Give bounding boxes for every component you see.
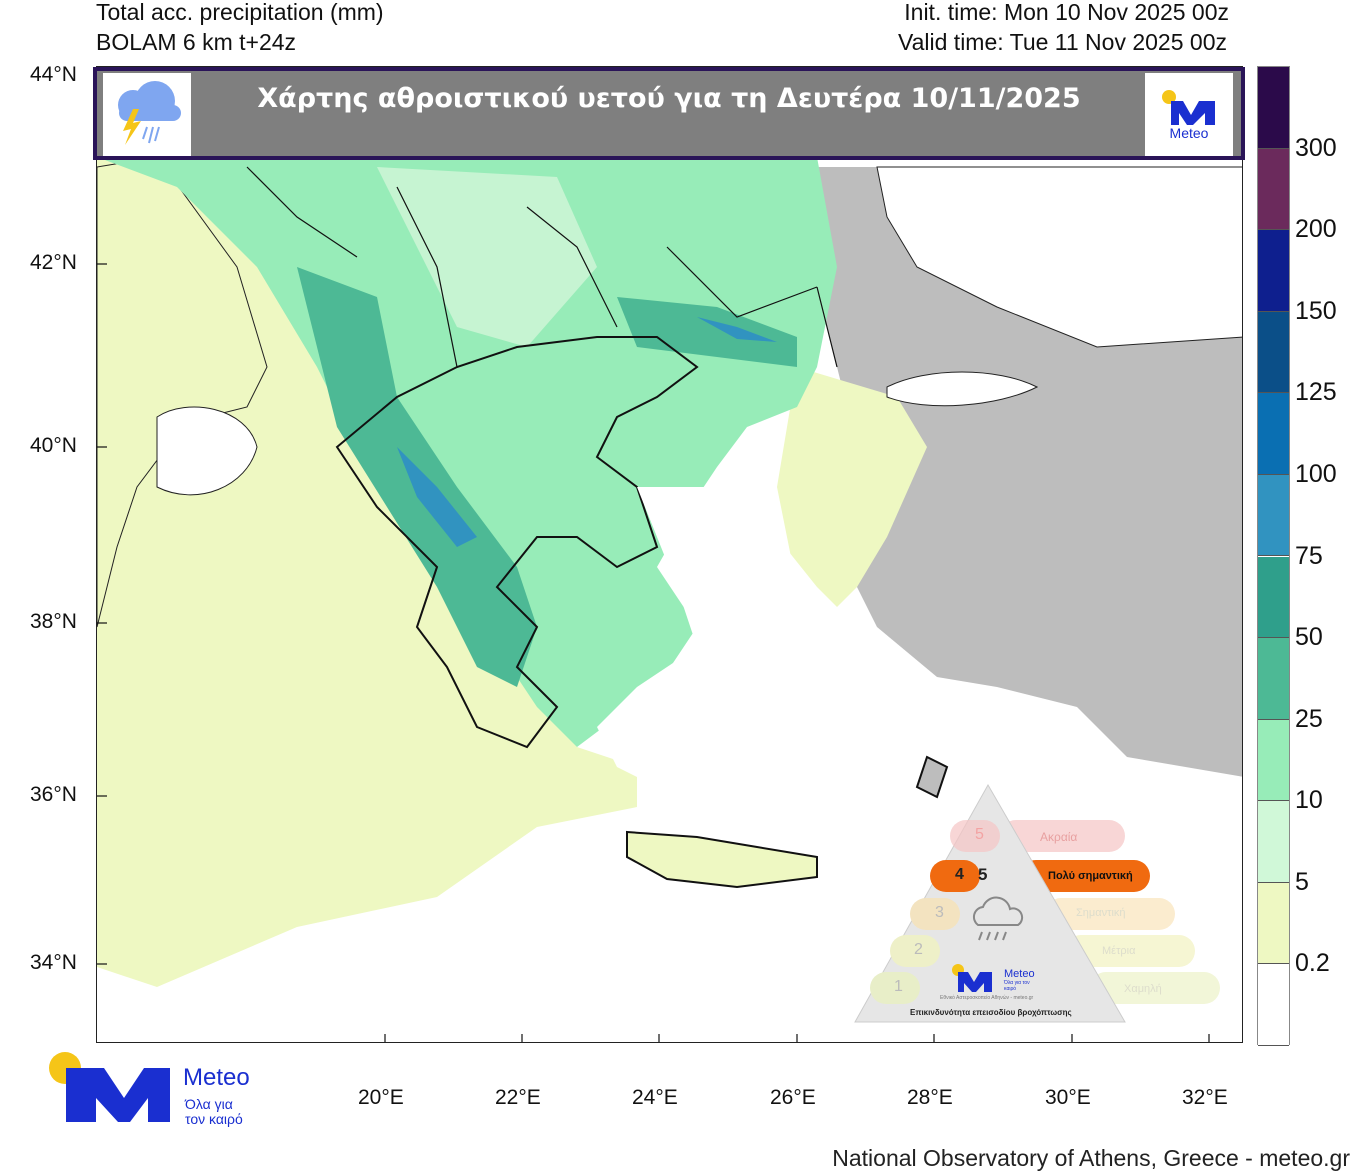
colorbar-bin: [1258, 556, 1289, 639]
level-num: 5: [975, 826, 984, 843]
pyramid-logo-slogan: Όλα για τον καιρό: [1004, 980, 1030, 992]
level-label: Χαμηλή: [1124, 983, 1162, 995]
colorbar-bin: [1258, 638, 1289, 720]
level-num-active: 4: [955, 866, 964, 883]
level-label: Σημαντική: [1076, 907, 1126, 919]
colorbar-label: 10: [1295, 786, 1323, 815]
colorbar-bin: [1258, 474, 1289, 557]
level-label: Μέτρια: [1102, 945, 1136, 957]
lon-tick: 26°E: [770, 1086, 816, 1109]
footer-logo-slogan-1: Όλα για: [185, 1096, 233, 1112]
lat-tick: 36°N: [30, 783, 77, 806]
meteo-footer-logo: Meteo Όλα για τον καιρό: [46, 1050, 276, 1130]
lon-tick: 28°E: [907, 1086, 953, 1109]
sea-marmara: [886, 371, 1039, 407]
colorbar-bin: [1258, 148, 1289, 231]
map-canvas: [97, 75, 1242, 1042]
colorbar-label: 300: [1295, 133, 1337, 162]
colorbar: [1257, 66, 1290, 1046]
rain-cloud-icon: [972, 896, 1024, 941]
model-title: BOLAM 6 km t+24z: [96, 29, 297, 55]
colorbar-label: 75: [1295, 541, 1323, 570]
lat-tick: 42°N: [30, 251, 77, 274]
colorbar-label: 200: [1295, 215, 1337, 244]
colorbar-bin: [1258, 801, 1289, 883]
sea-tyrrhenian: [156, 406, 258, 496]
colorbar-label: 5: [1295, 867, 1309, 896]
island-rhodes: [915, 755, 949, 799]
colorbar-bin: [1258, 67, 1289, 149]
lat-tick: 38°N: [30, 610, 77, 633]
level-num: 1: [894, 978, 903, 995]
sea-aegean: [597, 487, 877, 787]
level-num: 2: [914, 941, 923, 958]
lon-tick: 20°E: [358, 1086, 404, 1109]
colorbar-label: 125: [1295, 378, 1337, 407]
colorbar-bin: [1258, 964, 1289, 1046]
variable-title: Total acc. precipitation (mm): [96, 0, 384, 25]
level-5-bar: [1000, 820, 1125, 852]
country-borders: [246, 166, 838, 368]
level-num: 3: [935, 904, 944, 921]
level-label: Ακραία: [1040, 830, 1078, 844]
island-crete: [626, 830, 818, 889]
colorbar-bin: [1258, 393, 1289, 475]
colorbar-label: 150: [1295, 296, 1337, 325]
lon-tick: 30°E: [1045, 1086, 1091, 1109]
lat-tick: 44°N: [30, 63, 77, 86]
valid-time: Valid time: Tue 11 Nov 2025 00z: [897, 29, 1227, 55]
colorbar-bin: [1258, 882, 1289, 965]
credit: National Observatory of Athens, Greece -…: [832, 1145, 1350, 1171]
level-1-bar: [1090, 972, 1220, 1004]
precip-area-aegean-turkey: [777, 367, 927, 627]
init-time: Init. time: Mon 10 Nov 2025 00z: [904, 0, 1229, 25]
level-3-bar: [1045, 898, 1175, 930]
colorbar-bin: [1258, 719, 1289, 802]
lon-tick: 32°E: [1182, 1086, 1228, 1109]
pyramid-caption: Επικινδυνότητα επεισοδίου βροχόπτωσης: [910, 1008, 1072, 1017]
colorbar-label: 50: [1295, 623, 1323, 652]
hazard-pyramid: 5 5 Ακραία 4 Πολύ σημαντική 3 Σημαντική …: [850, 780, 1230, 1030]
colorbar-label: 0.2: [1295, 949, 1330, 978]
level-label-active: Πολύ σημαντική: [1048, 870, 1133, 882]
footer-logo-name: Meteo: [183, 1064, 250, 1091]
pyramid-org-line: Εθνικό Αστεροσκοπείο Αθηνών - meteo.gr: [940, 995, 1034, 1001]
footer-logo-slogan-2: τον καιρό: [185, 1111, 243, 1127]
level-2-bar: [1065, 935, 1195, 967]
pyramid-logo-text: Meteo: [1004, 968, 1035, 980]
colorbar-bin: [1258, 230, 1289, 312]
lat-tick: 40°N: [30, 434, 77, 457]
precip-area-very-heavy: [397, 447, 477, 547]
level-4-bar: [1020, 860, 1150, 892]
meteo-logo: Meteo: [1145, 73, 1233, 156]
precip-area-heavy-thrace: [617, 297, 797, 367]
lon-tick: 22°E: [495, 1086, 541, 1109]
meteo-logo: [958, 972, 992, 992]
title-banner: Χάρτης αθροιστικού υετού για τη Δευτέρα …: [93, 67, 1245, 160]
colorbar-bin: [1258, 311, 1289, 394]
precipitation-map: [96, 66, 1243, 1043]
precip-area-light-north: [377, 167, 597, 347]
banner-title: Χάρτης αθροιστικού υετού για τη Δευτέρα …: [257, 83, 1081, 114]
logo-text: Meteo: [1169, 125, 1209, 141]
colorbar-label: 25: [1295, 704, 1323, 733]
colorbar-label: 100: [1295, 459, 1337, 488]
level-num-5: 5: [978, 865, 988, 884]
land-greece: [335, 336, 699, 749]
black-sea: [876, 166, 1242, 348]
lon-tick: 24°E: [632, 1086, 678, 1109]
precip-area-very-heavy-2: [697, 317, 777, 342]
storm-rain-cloud-icon: [103, 73, 191, 156]
lat-tick: 34°N: [30, 951, 77, 974]
